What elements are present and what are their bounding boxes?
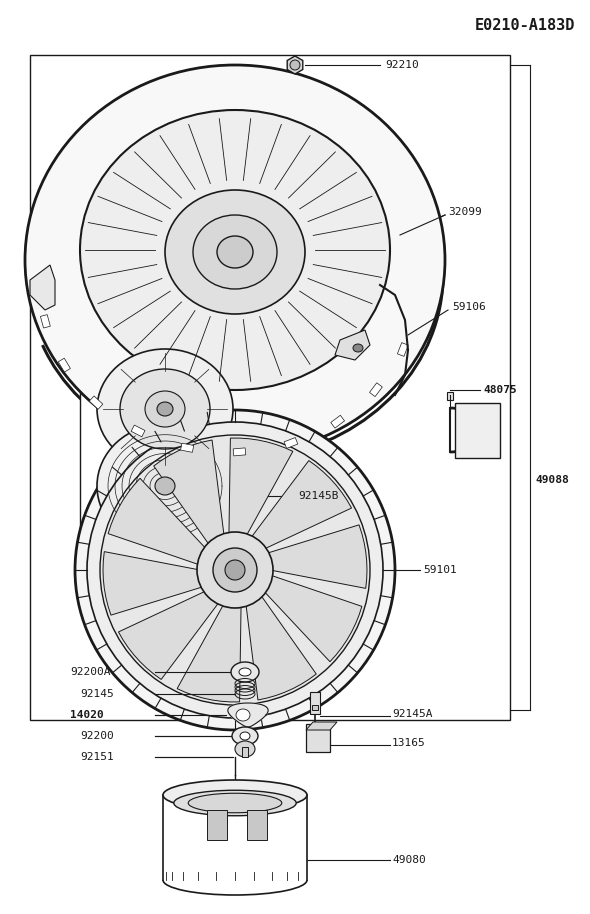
Ellipse shape [225, 560, 245, 580]
Text: 92200: 92200 [80, 731, 114, 741]
Bar [30, 55, 510, 720]
Polygon shape [103, 552, 204, 615]
Polygon shape [335, 330, 370, 360]
Ellipse shape [197, 532, 273, 608]
Ellipse shape [97, 424, 233, 548]
Bar [306, 724, 330, 752]
Ellipse shape [145, 391, 185, 427]
Ellipse shape [188, 793, 282, 813]
Text: 92210: 92210 [385, 60, 419, 70]
Ellipse shape [163, 780, 307, 810]
Bar [181, 443, 194, 452]
Bar [447, 392, 453, 400]
Bar [331, 415, 345, 428]
Bar [284, 438, 298, 449]
Ellipse shape [193, 215, 277, 289]
Text: 14020: 14020 [70, 710, 104, 720]
Polygon shape [250, 461, 352, 549]
Ellipse shape [236, 709, 250, 721]
Ellipse shape [97, 349, 233, 469]
Ellipse shape [120, 369, 210, 449]
Bar [80, 360, 270, 535]
Ellipse shape [217, 236, 253, 268]
Ellipse shape [157, 402, 173, 416]
Ellipse shape [239, 668, 251, 676]
Polygon shape [30, 265, 55, 310]
Ellipse shape [290, 60, 300, 70]
Bar [41, 314, 50, 328]
Text: 13165: 13165 [392, 738, 426, 748]
Ellipse shape [25, 65, 445, 455]
Text: 59106: 59106 [452, 302, 486, 312]
Ellipse shape [87, 422, 383, 718]
Ellipse shape [235, 741, 255, 757]
Polygon shape [177, 603, 241, 702]
Ellipse shape [75, 410, 395, 730]
Text: 49088: 49088 [535, 475, 569, 485]
Bar [369, 383, 382, 397]
Bar [207, 810, 227, 840]
Ellipse shape [213, 548, 257, 592]
Text: 59101: 59101 [423, 565, 457, 575]
Bar [242, 747, 248, 757]
Ellipse shape [240, 732, 250, 740]
Bar [312, 705, 318, 710]
Bar [233, 448, 245, 456]
Text: replacementParts.com: replacementParts.com [166, 485, 284, 495]
Polygon shape [306, 722, 337, 730]
Bar [131, 425, 145, 437]
Polygon shape [287, 56, 303, 74]
Bar [455, 403, 500, 458]
Bar [58, 358, 70, 372]
Ellipse shape [353, 344, 363, 352]
Bar [398, 343, 408, 356]
Text: 49080: 49080 [392, 855, 426, 865]
Text: 92145: 92145 [80, 689, 114, 699]
Ellipse shape [165, 190, 305, 314]
Ellipse shape [174, 791, 296, 816]
Text: E0210-A183D: E0210-A183D [474, 18, 575, 33]
Polygon shape [266, 525, 367, 589]
Polygon shape [108, 478, 206, 565]
Ellipse shape [100, 435, 370, 705]
Text: 92200A: 92200A [70, 667, 110, 677]
Ellipse shape [80, 110, 390, 390]
Bar [247, 810, 267, 840]
Polygon shape [228, 703, 268, 727]
Ellipse shape [155, 477, 175, 495]
Polygon shape [263, 575, 362, 662]
Text: 32099: 32099 [448, 207, 482, 217]
Polygon shape [246, 594, 316, 700]
Bar [89, 396, 103, 409]
Polygon shape [154, 440, 224, 546]
Text: 92145B: 92145B [298, 491, 339, 501]
Bar [310, 692, 320, 714]
Polygon shape [229, 438, 293, 537]
Polygon shape [119, 590, 219, 679]
Ellipse shape [231, 662, 259, 682]
Ellipse shape [232, 727, 258, 745]
Text: 92151: 92151 [80, 752, 114, 762]
Text: 92145A: 92145A [392, 709, 432, 719]
Text: 48075: 48075 [483, 385, 517, 395]
